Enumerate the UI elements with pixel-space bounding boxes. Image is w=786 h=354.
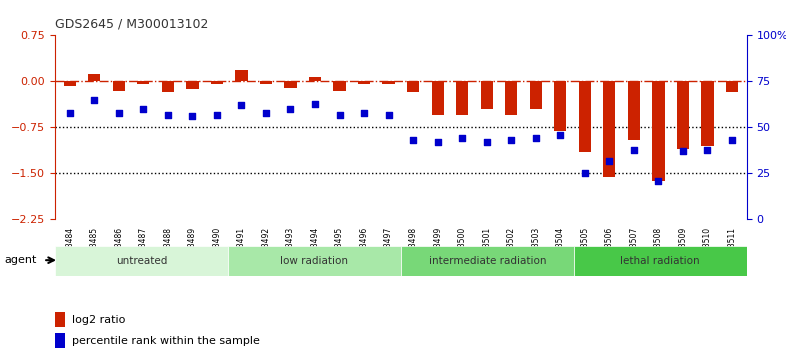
Bar — [456, 81, 468, 115]
Bar — [333, 81, 346, 91]
Bar — [186, 81, 199, 89]
Bar — [505, 81, 517, 115]
Point — [701, 147, 714, 152]
Text: intermediate radiation: intermediate radiation — [428, 256, 546, 266]
Point — [64, 110, 76, 115]
Bar — [383, 81, 395, 85]
Point — [505, 137, 517, 143]
Text: percentile rank within the sample: percentile rank within the sample — [72, 336, 260, 346]
Point — [456, 136, 468, 141]
Point — [627, 147, 640, 152]
Point — [725, 137, 738, 143]
Point — [285, 106, 297, 112]
Point — [407, 137, 420, 143]
Bar — [578, 81, 591, 152]
Text: GDS2645 / M300013102: GDS2645 / M300013102 — [55, 18, 208, 31]
FancyBboxPatch shape — [574, 246, 747, 276]
Point — [186, 114, 199, 119]
FancyBboxPatch shape — [401, 246, 574, 276]
Bar — [211, 81, 223, 85]
Point — [259, 110, 272, 115]
Bar — [628, 81, 640, 140]
Point — [603, 158, 615, 164]
Bar — [530, 81, 542, 109]
Point — [211, 112, 223, 118]
FancyBboxPatch shape — [55, 246, 228, 276]
Bar — [88, 74, 101, 81]
Bar — [677, 81, 689, 149]
Text: agent: agent — [4, 255, 36, 265]
Point — [112, 110, 125, 115]
Point — [382, 112, 395, 118]
Bar — [309, 76, 321, 81]
Point — [88, 97, 101, 103]
Point — [432, 139, 444, 145]
Bar — [55, 312, 65, 327]
Point — [309, 101, 321, 106]
Bar — [55, 333, 65, 348]
Bar — [432, 81, 444, 115]
Bar — [725, 81, 738, 92]
Bar — [480, 81, 493, 109]
Bar — [112, 81, 125, 91]
Bar — [138, 81, 149, 85]
Text: untreated: untreated — [116, 256, 167, 266]
Bar — [285, 81, 296, 87]
Bar — [554, 81, 567, 131]
Bar — [652, 81, 664, 181]
Point — [162, 112, 174, 118]
Bar — [260, 81, 272, 85]
Bar — [603, 81, 615, 177]
Text: lethal radiation: lethal radiation — [620, 256, 700, 266]
Text: log2 ratio: log2 ratio — [72, 315, 126, 325]
FancyBboxPatch shape — [228, 246, 401, 276]
Point — [358, 110, 370, 115]
Bar — [162, 81, 174, 92]
Point — [235, 103, 248, 108]
Point — [137, 106, 149, 112]
Point — [652, 178, 665, 184]
Bar — [701, 81, 714, 146]
Point — [480, 139, 493, 145]
Bar — [64, 81, 76, 86]
Bar — [358, 81, 370, 85]
Point — [554, 132, 567, 138]
Point — [530, 136, 542, 141]
Text: low radiation: low radiation — [281, 256, 348, 266]
Bar — [407, 81, 419, 92]
Bar — [235, 70, 248, 81]
Point — [333, 112, 346, 118]
Point — [677, 149, 689, 154]
Point — [578, 171, 591, 176]
